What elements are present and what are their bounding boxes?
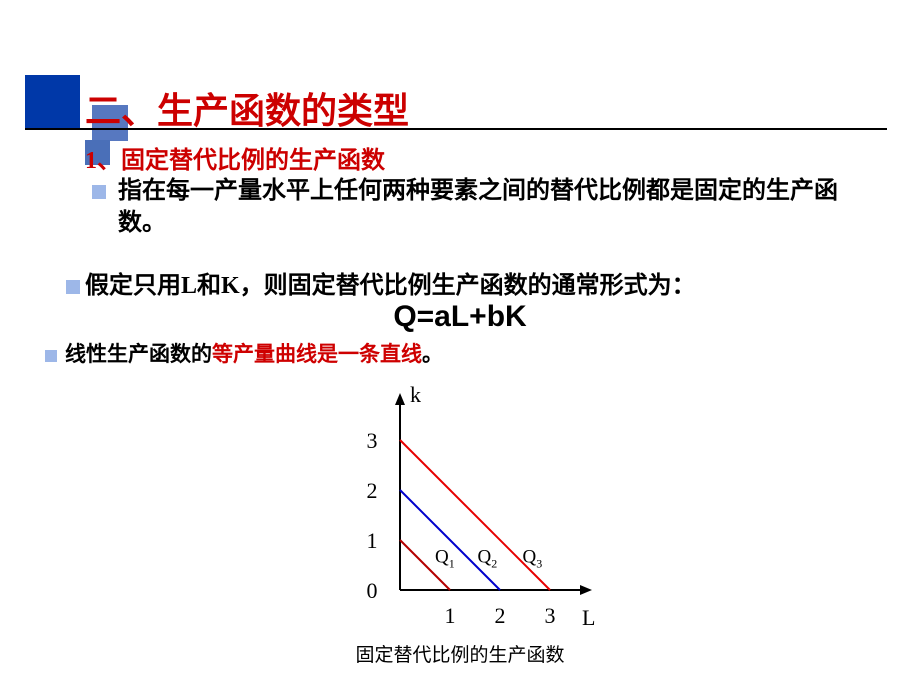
svg-text:Q2: Q2 — [478, 547, 498, 571]
bullet-icon — [45, 350, 57, 362]
deco-square-large — [25, 75, 80, 130]
slide-title: 二、生产函数的类型 — [85, 82, 409, 134]
svg-text:1: 1 — [367, 528, 378, 553]
svg-text:2: 2 — [495, 603, 506, 628]
svg-text:Q1: Q1 — [435, 547, 455, 571]
equation-text: Q=aL+bK — [0, 300, 920, 334]
paragraph-assumption: 假定只用L和K，则固定替代比例生产函数的通常形式为： — [85, 270, 880, 302]
bullet-icon — [92, 185, 106, 199]
svg-text:2: 2 — [367, 478, 378, 503]
svg-text:1: 1 — [445, 603, 456, 628]
bullet-icon — [66, 280, 80, 294]
chart-caption: 固定替代比例的生产函数 — [0, 640, 920, 667]
isoquant-chart: k L 0 1 2 3 1 2 3 Q1 Q2 Q3 — [310, 375, 610, 640]
svg-text:L: L — [582, 605, 595, 630]
svg-text:3: 3 — [545, 603, 556, 628]
svg-text:0: 0 — [367, 578, 378, 603]
paragraph-definition: 指在每一产量水平上任何两种要素之间的替代比例都是固定的生产函数。 — [118, 175, 860, 240]
svg-text:k: k — [410, 382, 421, 407]
svg-text:Q3: Q3 — [523, 547, 543, 571]
paragraph-isoquant: 线性生产函数的等产量曲线是一条直线。 — [65, 340, 880, 368]
svg-text:3: 3 — [367, 428, 378, 453]
section-subtitle: 1、固定替代比例的生产函数 — [85, 140, 385, 175]
